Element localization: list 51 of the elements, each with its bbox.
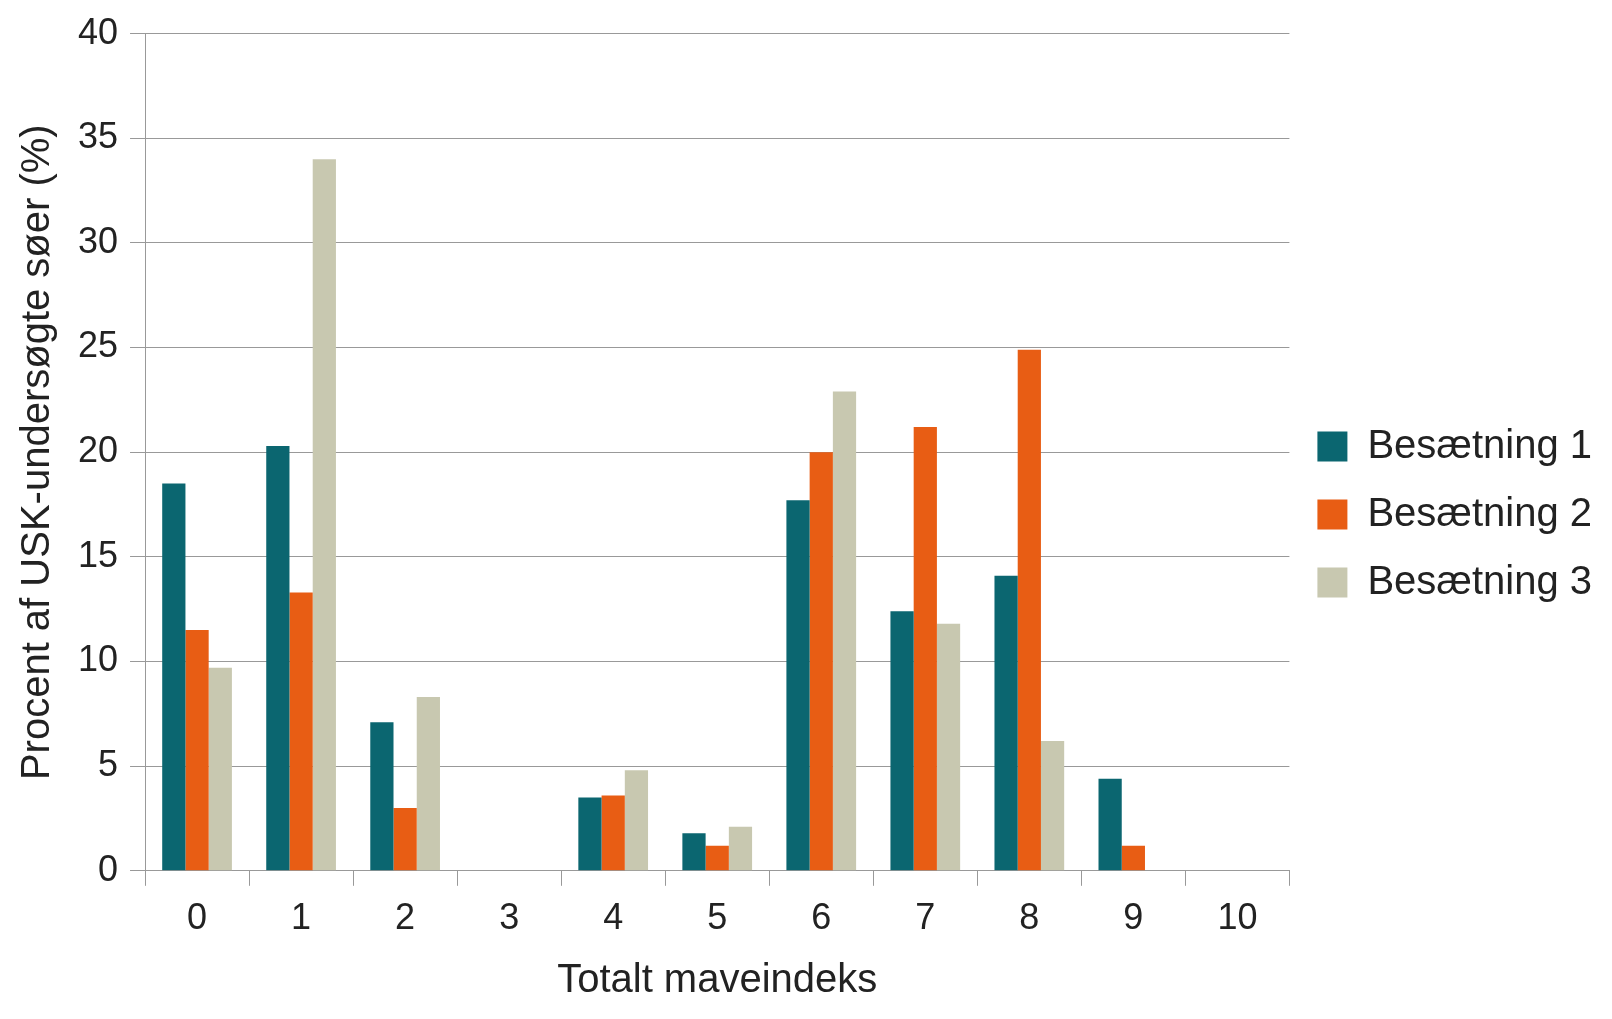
y-axis-title: Procent af USK-undersøgte søer (%): [13, 124, 58, 781]
bar: [1098, 778, 1122, 871]
bar: [185, 630, 209, 871]
bar: [370, 722, 394, 871]
bar: [913, 427, 937, 871]
bar: [994, 575, 1018, 871]
y-tick-label: 40: [78, 10, 119, 52]
bar: [578, 797, 602, 871]
x-tick-label: 8: [1019, 896, 1040, 938]
bar: [705, 845, 729, 871]
bar: [266, 445, 290, 871]
y-tick-label: 30: [78, 219, 119, 261]
x-tick-label: 0: [187, 896, 208, 938]
y-tick-label: 25: [78, 324, 119, 366]
x-tick-label: 6: [811, 896, 832, 938]
legend-label: Besætning 1: [1367, 421, 1592, 466]
x-tick-label: 9: [1123, 896, 1144, 938]
bar: [601, 795, 625, 871]
bar: [1017, 349, 1041, 871]
bar: [312, 159, 336, 871]
x-tick-label: 3: [499, 896, 520, 938]
bar: [1040, 741, 1065, 871]
bar: [890, 611, 914, 871]
x-axis-title: Totalt maveindeks: [557, 956, 878, 1001]
bar: [936, 623, 961, 871]
bar: [682, 833, 706, 871]
y-tick-label: 10: [78, 638, 119, 680]
bar: [162, 483, 186, 871]
bar: [1121, 845, 1145, 871]
bar: [786, 500, 810, 871]
bar: [289, 592, 313, 871]
y-tick-label: 20: [78, 429, 119, 471]
y-tick-label: 0: [98, 847, 119, 889]
legend-label: Besætning 3: [1367, 557, 1592, 602]
bar: [416, 697, 440, 871]
y-tick-label: 5: [98, 743, 119, 785]
x-tick-label: 7: [915, 896, 936, 938]
x-tick-label: 4: [603, 896, 624, 938]
legend-label: Besætning 2: [1367, 489, 1592, 534]
y-tick-label: 15: [78, 533, 119, 575]
bar: [208, 667, 232, 871]
x-tick-label: 2: [395, 896, 416, 938]
y-tick-label: 35: [78, 115, 119, 157]
x-tick-label: 10: [1217, 896, 1258, 938]
bar: [728, 826, 753, 871]
bar: [809, 452, 833, 871]
bar: [624, 770, 649, 871]
x-tick-label: 5: [707, 896, 728, 938]
x-tick-label: 1: [291, 896, 312, 938]
bar: [832, 391, 857, 871]
bar: [393, 808, 417, 871]
